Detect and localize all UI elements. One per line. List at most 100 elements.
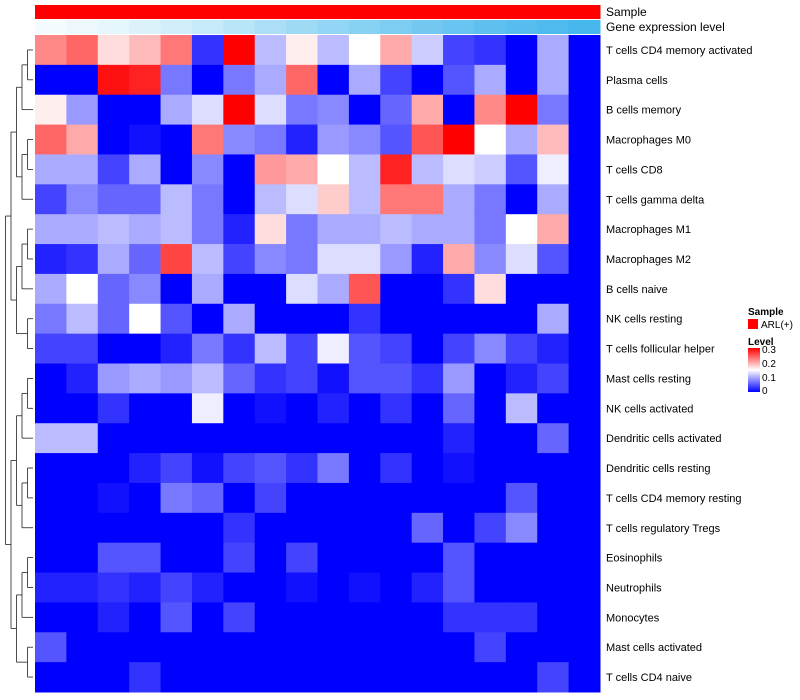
heatmap-cell [97,184,130,215]
heatmap-cell [160,453,193,484]
heatmap-cell [97,453,130,484]
row-label: T cells CD4 memory resting [606,493,742,505]
heatmap-cell [537,482,570,514]
heatmap-cell [286,94,318,126]
heatmap-cell [443,184,475,215]
heatmap-cell [223,363,256,394]
heatmap-cell [286,512,318,544]
annotation-gene-expression-cell [474,20,507,34]
heatmap-cell [348,632,381,663]
row-label: Plasma cells [606,75,668,87]
heatmap-cell [380,214,413,245]
heatmap-cell [537,184,570,215]
heatmap-cell [97,393,130,424]
heatmap-cell [286,423,318,454]
heatmap-cell [474,244,507,275]
heatmap-cell [35,632,67,663]
annotation-gene-expression-cell [66,20,99,34]
heatmap-cell [505,423,538,454]
heatmap-cell [411,184,444,215]
heatmap-cell [35,64,67,96]
row-label: B cells naive [606,284,668,296]
heatmap-cell [286,333,318,364]
heatmap-cell [348,542,381,574]
heatmap-cell [505,393,538,424]
heatmap-cell [286,154,318,185]
heatmap-cell [568,214,601,245]
heatmap-cell [129,423,162,454]
heatmap-cell [191,333,224,364]
row-label: Macrophages M1 [606,224,691,236]
heatmap-cell [474,542,507,574]
heatmap-cell [35,244,67,275]
heatmap-cell [505,35,538,66]
heatmap-cell [254,154,287,185]
annotation-gene-expression-cell [317,20,350,34]
heatmap-cell [505,64,538,96]
heatmap-cell [191,363,224,394]
heatmap-cell [254,512,287,544]
heatmap-cell [286,602,318,633]
heatmap-cell [254,393,287,424]
heatmap-cell [348,602,381,633]
heatmap-cell [286,214,318,245]
heatmap-cell [411,602,444,633]
row-dendrogram [5,49,33,678]
heatmap-cell [537,303,570,335]
heatmap-cell [380,244,413,275]
heatmap-cell [537,64,570,96]
heatmap-cell [286,35,318,66]
heatmap-cell [348,154,381,185]
heatmap-cell [474,64,507,96]
annotation-sample-cell [380,5,413,19]
heatmap-cell [348,273,381,305]
heatmap-cell [411,273,444,305]
heatmap-cell [129,94,162,126]
heatmap-cell [474,393,507,424]
heatmap-cell [66,542,99,574]
legend-color-bar [748,348,760,392]
heatmap-cell [411,482,444,514]
row-label: Dendritic cells activated [606,433,722,445]
heatmap-cell [223,453,256,484]
annotation-sample-cell [66,5,99,19]
heatmap-cell [129,453,162,484]
heatmap-cell [35,35,67,66]
heatmap-cell [348,124,381,155]
heatmap-cell [286,273,318,305]
heatmap-cell [380,662,413,693]
heatmap-cell [97,273,130,305]
heatmap-cell [66,363,99,394]
heatmap-cell [160,124,193,155]
heatmap-cell [191,94,224,126]
heatmap-cell [35,482,67,514]
heatmap-cell [411,363,444,394]
row-label: T cells follicular helper [606,344,715,356]
heatmap-cell [380,572,413,603]
heatmap-cell [129,542,162,574]
heatmap-cell [537,572,570,603]
row-label: T cells CD4 memory activated [606,45,753,57]
heatmap-cell [443,542,475,574]
heatmap-cell [66,602,99,633]
heatmap-cell [537,154,570,185]
annotation-track-label: Sample [606,5,647,19]
heatmap-cell [505,303,538,335]
heatmap-cell [411,453,444,484]
legend-sample-title: Sample [748,307,784,318]
heatmap-cell [317,303,350,335]
heatmap-cell [66,64,99,96]
heatmap-cell [505,333,538,364]
heatmap-cell [568,124,601,155]
heatmap-cell [223,662,256,693]
heatmap-cell [35,423,67,454]
heatmap-cell [317,64,350,96]
heatmap-cell [223,154,256,185]
heatmap-cell [191,512,224,544]
heatmap-cell [160,303,193,335]
heatmap-cell [223,333,256,364]
heatmap-cell [97,572,130,603]
heatmap-cell [66,662,99,693]
heatmap-cell [66,572,99,603]
